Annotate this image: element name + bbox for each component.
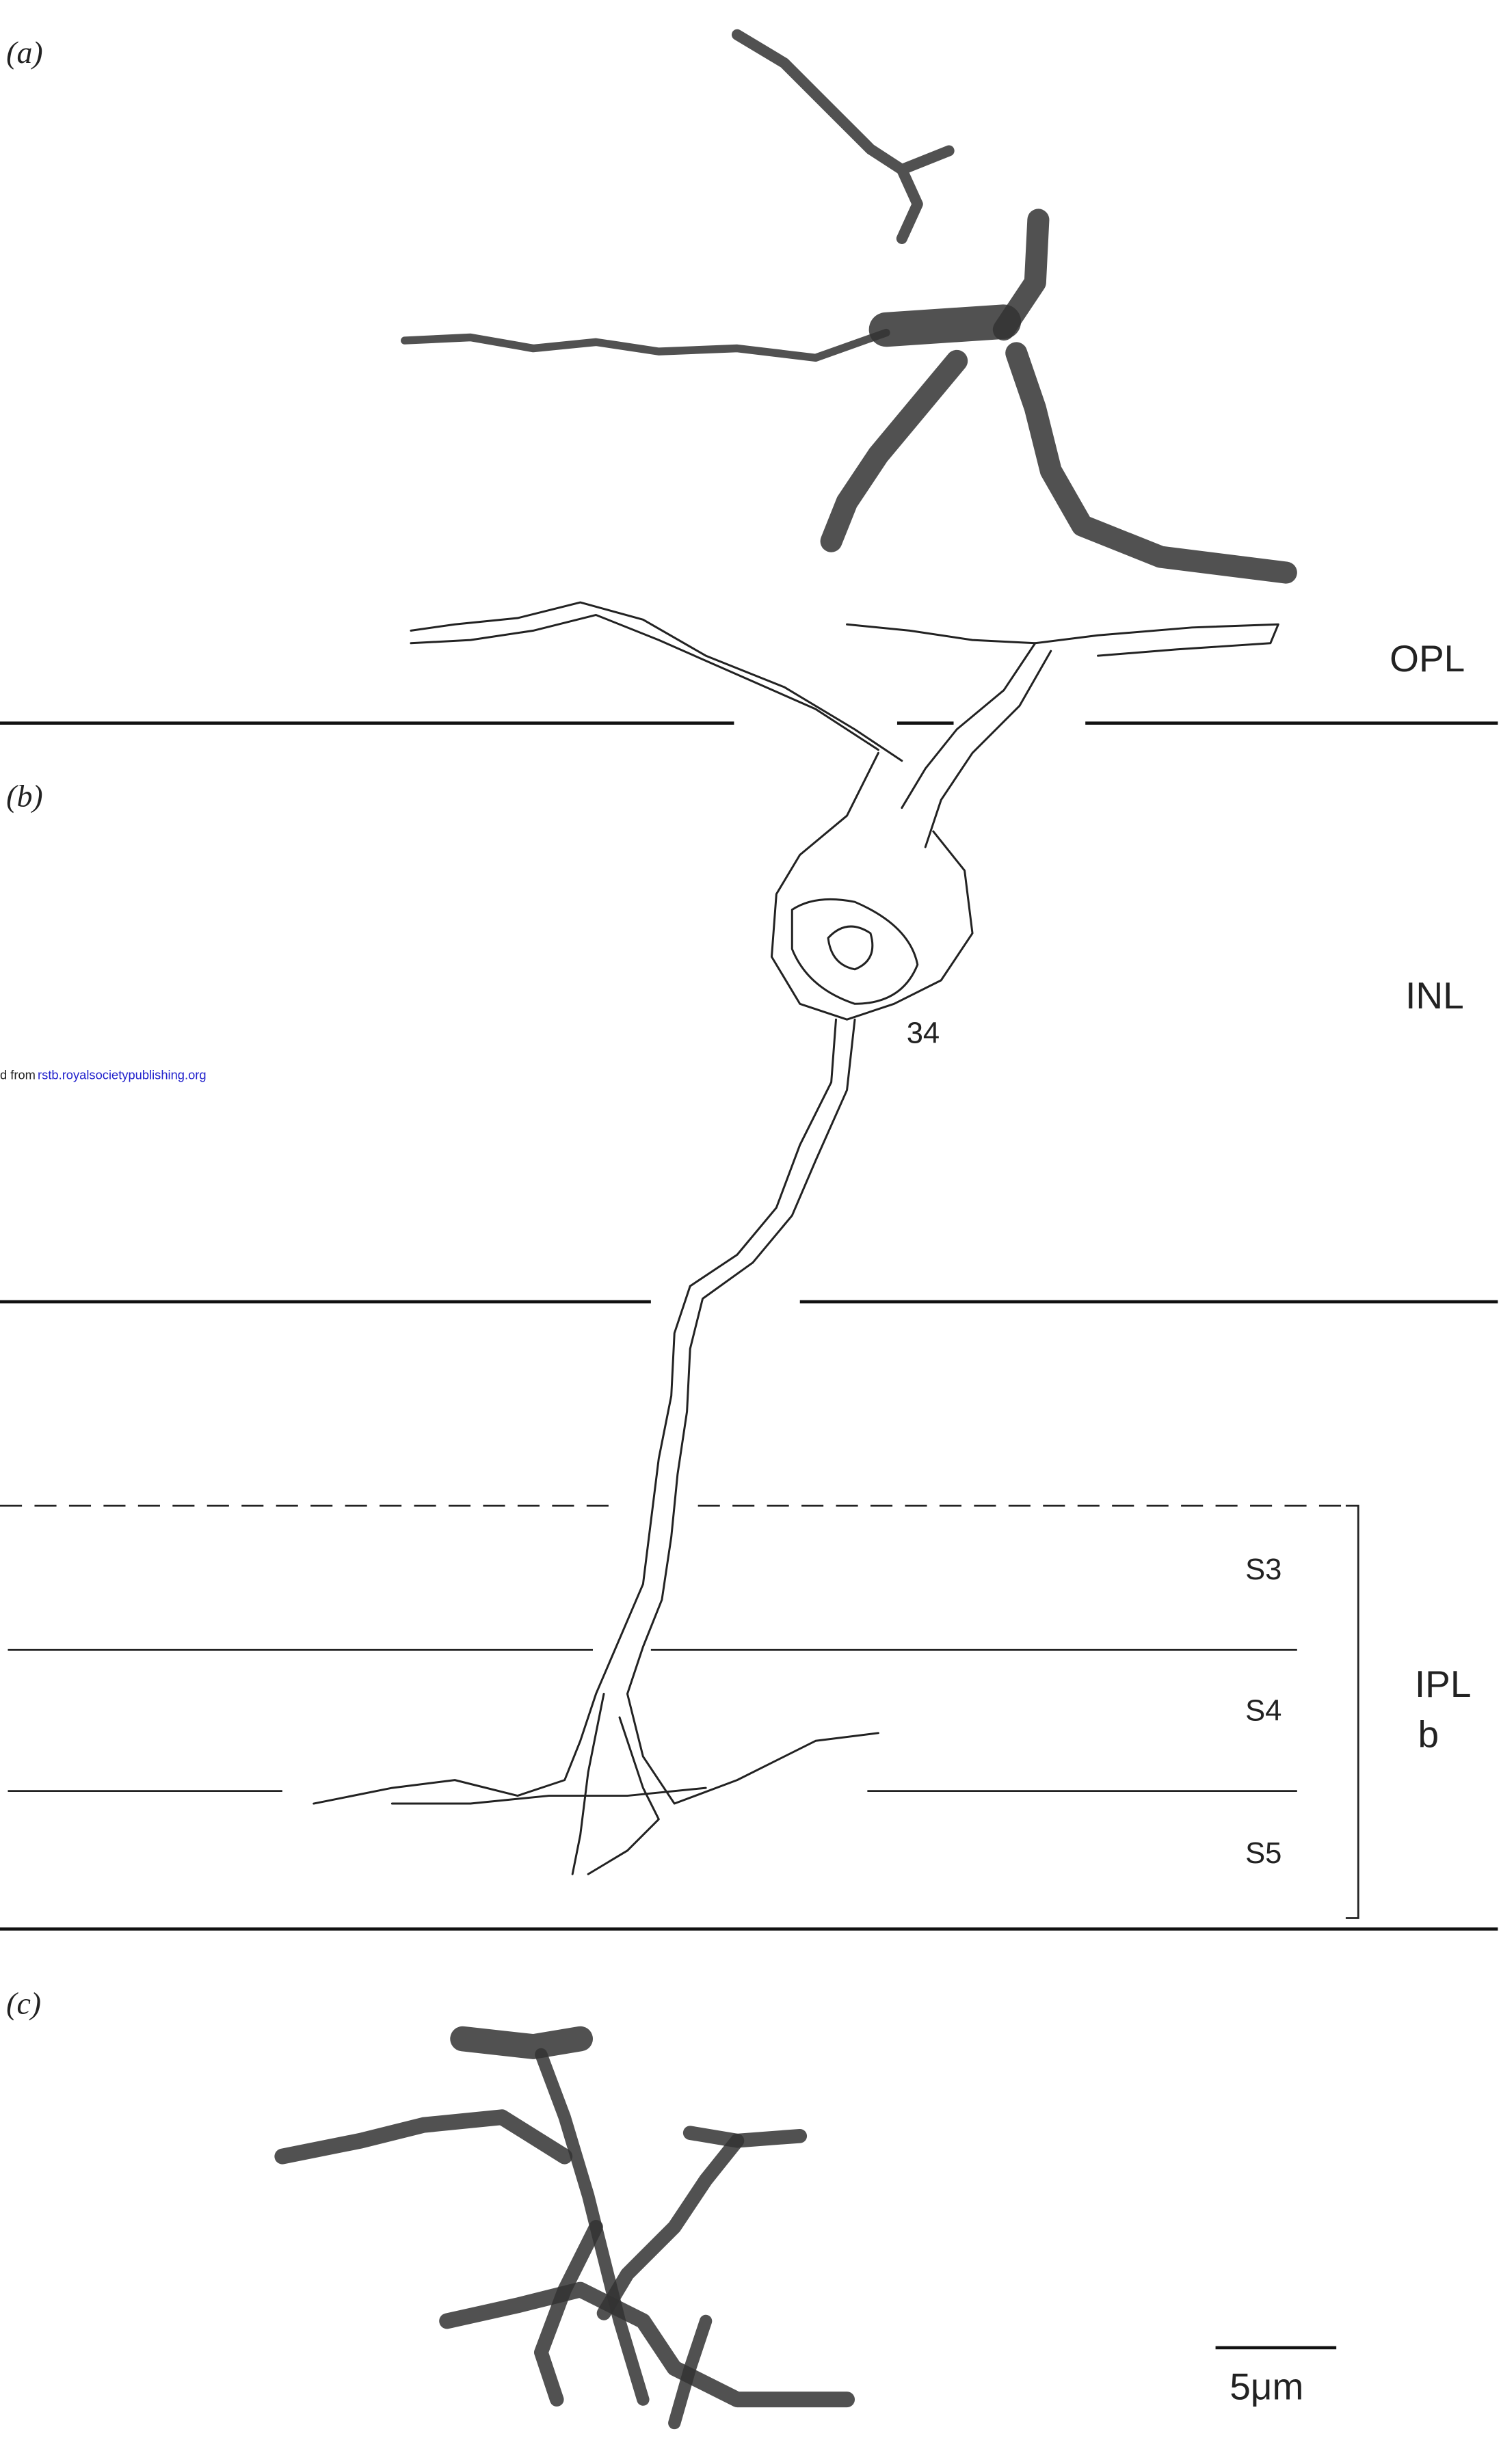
watermark-link[interactable]: rstb.royalsocietypublishing.org — [38, 1067, 207, 1082]
stratum-label: S3 — [1245, 1553, 1281, 1586]
figure: (a) (b) (c) d from rstb.royalsocietypubl… — [0, 0, 1501, 2464]
scale-bar-label: 5μm — [1230, 2366, 1303, 2408]
cell-label: 34 — [907, 1017, 940, 1050]
layer-label: INL — [1405, 974, 1464, 1017]
panel-a-drawing — [405, 35, 1286, 573]
layer-lines — [0, 723, 1498, 1929]
page: {"panels": {"a": "(a)", "b": "(b)", "c":… — [0, 0, 1501, 2464]
panel-label: (c) — [6, 1985, 41, 2020]
layer-label: b — [1418, 1713, 1439, 1755]
layer-label: IPL — [1415, 1663, 1472, 1705]
panel-label: (b) — [6, 778, 42, 813]
panel-b-cell — [314, 602, 1279, 1874]
panel-c-drawing — [282, 2039, 847, 2423]
panel-label: (a) — [6, 35, 42, 70]
stratum-label: S4 — [1245, 1694, 1281, 1727]
ipl-bracket — [1346, 1505, 1358, 1918]
watermark-prefix: d from — [0, 1067, 36, 1082]
stratum-label: S5 — [1245, 1837, 1281, 1870]
layer-label: OPL — [1390, 637, 1465, 680]
